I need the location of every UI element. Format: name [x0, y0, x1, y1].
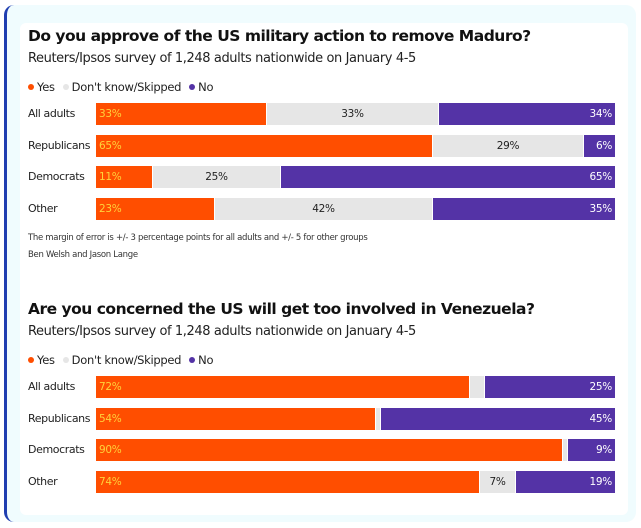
chart-concern-venezuela-involvement: Are you concerned the US will get too in…: [28, 299, 618, 503]
legend-label: Yes: [37, 353, 55, 367]
bar-segment-no: 6%: [584, 134, 615, 157]
stacked-bar: 65% 29% 6%: [96, 134, 615, 157]
stacked-bar: 54% 45%: [96, 407, 615, 430]
category-label: Other: [28, 475, 58, 489]
byline: Ben Welsh and Jason Lange: [28, 249, 138, 260]
bar-row: Other 74% 7% 19%: [28, 471, 618, 494]
stacked-bar: 90% 9%: [96, 439, 615, 462]
bar-row: All adults 33% 33% 34%: [28, 103, 618, 125]
category-label: All adults: [28, 107, 75, 120]
legend-item-yes: Yes: [28, 80, 55, 94]
stacked-bar: 74% 7% 19%: [96, 471, 615, 494]
legend-item-yes: Yes: [28, 353, 55, 367]
legend-item-dont-know: Don't know/Skipped: [62, 353, 182, 367]
stacked-bar: 23% 42% 35%: [96, 198, 615, 221]
bar-segment-dont-know: 25%: [153, 166, 280, 189]
legend-dot-yes-icon: [28, 357, 34, 363]
bar-row: Republicans 54% 45%: [28, 407, 618, 430]
bar-segment-dont-know: 42%: [215, 198, 432, 221]
chart-subtitle: Reuters/Ipsos survey of 1,248 adults nat…: [28, 324, 416, 339]
bar-segment-yes: 11%: [96, 166, 152, 189]
stacked-bar: 33% 33% 34%: [96, 103, 615, 125]
bar-segment-yes: 65%: [96, 134, 432, 157]
bar-row: Democrats 90% 9%: [28, 439, 618, 462]
bar-segment-dont-know: 7%: [480, 471, 515, 494]
bar-segment-no: 9%: [568, 439, 615, 462]
bar-segment-no: 34%: [439, 103, 615, 125]
legend-dot-no-icon: [189, 357, 196, 363]
chart-title: Are you concerned the US will get too in…: [28, 300, 535, 318]
chart-subtitle: Reuters/Ipsos survey of 1,248 adults nat…: [28, 51, 416, 66]
bar-segment-yes: 54%: [96, 407, 375, 430]
legend-dot-dont-know-icon: [62, 84, 69, 90]
bar-segment-no: 65%: [281, 166, 615, 189]
bar-rows: All adults 72% 25% Republicans 54% 45% Democra…: [28, 376, 618, 494]
legend-item-dont-know: Don't know/Skipped: [62, 80, 182, 94]
legend-dot-no-icon: [189, 84, 196, 90]
bar-segment-no: 25%: [485, 376, 615, 398]
bar-segment-no: 45%: [381, 407, 615, 430]
bar-segment-no: 35%: [433, 198, 615, 221]
margin-of-error-note: The margin of error is +/- 3 percentage …: [28, 232, 368, 243]
legend-label: Don't know/Skipped: [71, 353, 182, 367]
stacked-bar: 72% 25%: [96, 376, 615, 398]
bar-segment-dont-know: [563, 439, 567, 462]
bar-segment-yes: 74%: [96, 471, 479, 494]
chart-approve-maduro-action: Do you approve of the US military action…: [28, 26, 618, 264]
chart-legend: Yes Don't know/Skipped No: [28, 353, 618, 367]
category-label: Republicans: [28, 411, 91, 425]
category-label: Democrats: [28, 443, 85, 457]
bar-row: Other 23% 42% 35%: [28, 198, 618, 221]
bar-segment-dont-know: [470, 376, 484, 398]
bar-row: All adults 72% 25%: [28, 376, 618, 398]
chart-title: Do you approve of the US military action…: [28, 27, 531, 45]
bar-row: Democrats 11% 25% 65%: [28, 166, 618, 189]
legend-dot-yes-icon: [28, 84, 34, 90]
legend-item-no: No: [189, 80, 214, 94]
category-label: Republicans: [28, 138, 91, 152]
legend-label: Don't know/Skipped: [71, 80, 182, 94]
bar-segment-yes: 33%: [96, 103, 266, 125]
legend-dot-dont-know-icon: [62, 357, 69, 363]
legend-label: No: [198, 353, 214, 367]
category-label: Other: [28, 202, 58, 216]
bar-rows: All adults 33% 33% 34% Republicans 65% 29% 6% De…: [28, 103, 618, 221]
bar-segment-no: 19%: [516, 471, 615, 494]
bar-segment-yes: 90%: [96, 439, 562, 462]
bar-segment-dont-know: 29%: [433, 134, 583, 157]
category-label: Democrats: [28, 170, 85, 184]
bar-segment-dont-know: [376, 407, 380, 430]
chart-legend: Yes Don't know/Skipped No: [28, 80, 618, 94]
category-label: All adults: [28, 380, 75, 393]
legend-label: No: [198, 80, 214, 94]
bar-row: Republicans 65% 29% 6%: [28, 134, 618, 157]
legend-label: Yes: [37, 80, 55, 94]
legend-item-no: No: [189, 353, 214, 367]
stacked-bar: 11% 25% 65%: [96, 166, 615, 189]
bar-segment-yes: 72%: [96, 376, 469, 398]
bar-segment-yes: 23%: [96, 198, 214, 221]
chart-notes: The margin of error is +/- 3 percentage …: [28, 230, 618, 264]
bar-segment-dont-know: 33%: [267, 103, 438, 125]
